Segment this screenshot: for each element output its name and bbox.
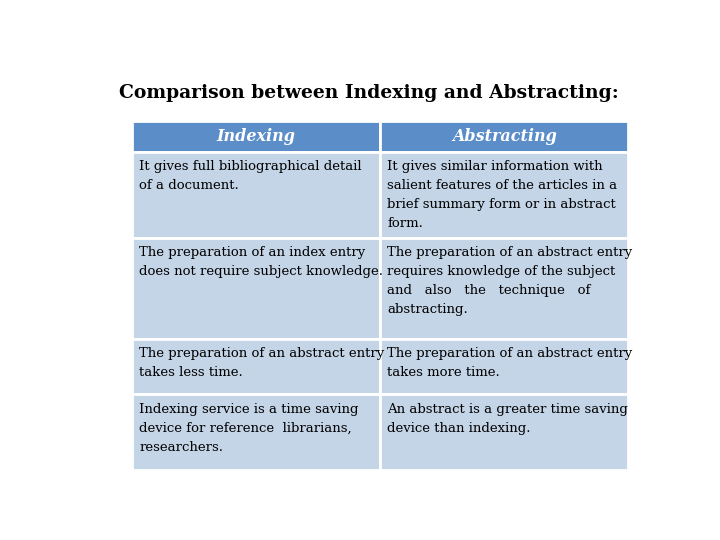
Text: Abstracting: Abstracting xyxy=(452,128,557,145)
Bar xyxy=(132,121,380,152)
Text: Indexing service is a time saving
device for reference  librarians,
researchers.: Indexing service is a time saving device… xyxy=(139,402,359,454)
Bar xyxy=(132,238,380,339)
Bar xyxy=(380,394,629,470)
Bar xyxy=(380,152,629,238)
Bar xyxy=(132,339,380,394)
Bar xyxy=(380,121,629,152)
Text: It gives similar information with
salient features of the articles in a
brief su: It gives similar information with salien… xyxy=(387,160,618,230)
Bar xyxy=(132,394,380,470)
Text: The preparation of an abstract entry
takes more time.: The preparation of an abstract entry tak… xyxy=(387,347,633,379)
Text: An abstract is a greater time saving
device than indexing.: An abstract is a greater time saving dev… xyxy=(387,402,629,435)
Text: Indexing: Indexing xyxy=(217,128,295,145)
Text: The preparation of an abstract entry
requires knowledge of the subject
and   als: The preparation of an abstract entry req… xyxy=(387,246,633,316)
Bar xyxy=(380,339,629,394)
Text: The preparation of an abstract entry
takes less time.: The preparation of an abstract entry tak… xyxy=(139,347,384,379)
Text: The preparation of an index entry
does not require subject knowledge.: The preparation of an index entry does n… xyxy=(139,246,383,278)
Bar xyxy=(380,238,629,339)
Text: It gives full bibliographical detail
of a document.: It gives full bibliographical detail of … xyxy=(139,160,361,192)
Bar xyxy=(132,152,380,238)
Text: Comparison between Indexing and Abstracting:: Comparison between Indexing and Abstract… xyxy=(119,84,619,102)
